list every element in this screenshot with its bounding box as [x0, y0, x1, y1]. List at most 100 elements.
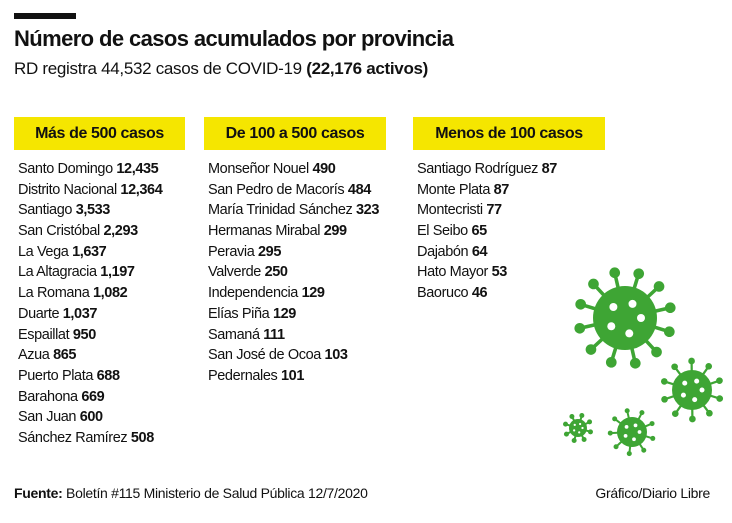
source-note: Fuente: Boletín #115 Ministerio de Salud… — [14, 485, 368, 501]
case-count: 53 — [491, 264, 508, 281]
province-item: Valverde 250 — [208, 262, 386, 283]
group-less-100: Menos de 100 casos Santiago Rodríguez 87… — [413, 117, 605, 304]
case-count: 3,533 — [75, 202, 111, 219]
province-item: Hermanas Mirabal 299 — [208, 221, 386, 242]
province-item: Pedernales 101 — [208, 366, 386, 387]
virus-icon — [574, 267, 676, 369]
province-item: La Altagracia 1,197 — [18, 262, 185, 283]
province-list: Santiago Rodríguez 87 Monte Plata 87 Monte… — [417, 159, 605, 304]
province-name: Dajabón — [417, 243, 469, 260]
province-item: Barahona 669 — [18, 387, 185, 408]
case-count: 129 — [272, 305, 296, 322]
case-count: 490 — [312, 161, 336, 177]
province-item: Independencia 129 — [208, 283, 386, 304]
province-item: Espaillat 950 — [18, 325, 185, 346]
province-name: San José de Ocoa — [208, 347, 321, 364]
province-name: Duarte — [18, 305, 60, 322]
province-item: La Vega 1,637 — [18, 242, 185, 263]
top-accent-bar — [14, 13, 76, 19]
province-name: Barahona — [18, 388, 78, 405]
province-list: Monseñor Nouel 490 San Pedro de Macorís 4… — [208, 159, 386, 387]
province-item: San Juan 600 — [18, 407, 185, 428]
virus-icon — [607, 408, 656, 457]
province-name: Baoruco — [417, 285, 469, 302]
province-item: El Seibo 65 — [417, 221, 605, 242]
province-name: Hermanas Mirabal — [208, 223, 321, 240]
province-name: San Cristóbal — [18, 223, 100, 240]
case-count: 2,293 — [103, 223, 138, 240]
province-item: María Trinidad Sánchez 323 — [208, 200, 386, 221]
case-count: 87 — [541, 161, 558, 177]
province-item: Dajabón 64 — [417, 242, 605, 263]
province-item: Santo Domingo 12,435 — [18, 159, 185, 180]
page-title: Número de casos acumulados por provincia — [14, 26, 454, 51]
province-item: Duarte 1,037 — [18, 304, 185, 325]
case-count: 65 — [471, 223, 487, 240]
province-item: San Cristóbal 2,293 — [18, 221, 185, 242]
province-item: Sánchez Ramírez 508 — [18, 428, 185, 449]
province-name: Azua — [18, 347, 50, 364]
case-count: 129 — [301, 285, 325, 302]
province-name: La Romana — [18, 285, 90, 302]
case-count: 111 — [263, 326, 285, 343]
group-more-500: Más de 500 casos Santo Domingo 12,435 Dis… — [14, 117, 185, 449]
case-count: 600 — [79, 409, 103, 426]
subtitle-text: RD registra 44,532 casos de COVID-19 — [14, 59, 302, 78]
province-name: Santiago — [18, 202, 73, 219]
virus-illustration — [563, 267, 724, 457]
province-item: Monte Plata 87 — [417, 180, 605, 201]
province-name: La Vega — [18, 243, 69, 260]
subtitle: RD registra 44,532 casos de COVID-19 (22… — [14, 59, 428, 79]
province-name: Distrito Nacional — [18, 181, 117, 198]
case-count: 950 — [72, 326, 96, 343]
province-item: Baoruco 46 — [417, 283, 605, 304]
province-name: La Altagracia — [18, 264, 97, 281]
case-count: 46 — [471, 285, 488, 302]
province-item: Monseñor Nouel 490 — [208, 159, 386, 180]
province-item: Santiago 3,533 — [18, 200, 185, 221]
virus-icon — [660, 357, 724, 423]
province-name: San Pedro de Macorís — [208, 181, 345, 198]
group-header: Menos de 100 casos — [413, 117, 605, 150]
case-count: 865 — [53, 347, 77, 364]
province-list: Santo Domingo 12,435 Distrito Nacional 12… — [18, 159, 185, 449]
case-count: 101 — [281, 367, 304, 384]
province-name: María Trinidad Sánchez — [208, 202, 353, 219]
province-item: Santiago Rodríguez 87 — [417, 159, 605, 180]
case-count: 1,197 — [100, 264, 135, 281]
case-count: 295 — [258, 243, 282, 260]
province-name: Independencia — [208, 285, 298, 302]
case-count: 299 — [323, 223, 347, 240]
case-count: 688 — [96, 367, 120, 384]
province-name: Valverde — [208, 264, 261, 281]
case-count: 103 — [324, 347, 348, 364]
province-item: Samaná 111 — [208, 325, 386, 346]
source-label: Fuente: — [14, 485, 63, 501]
credit: Gráfico/Diario Libre — [595, 485, 710, 501]
province-name: Monseñor Nouel — [208, 161, 309, 177]
case-count: 484 — [347, 181, 371, 198]
virus-icon — [563, 413, 593, 443]
province-name: Samaná — [208, 326, 260, 343]
province-name: Montecristi — [417, 202, 483, 219]
source-text: Boletín #115 Ministerio de Salud Pública… — [66, 485, 368, 501]
province-name: Elías Piña — [208, 305, 270, 322]
case-count: 77 — [486, 202, 502, 219]
province-item: Puerto Plata 688 — [18, 366, 185, 387]
province-item: Montecristi 77 — [417, 200, 605, 221]
province-item: Azua 865 — [18, 345, 185, 366]
case-count: 669 — [81, 388, 105, 405]
province-item: San Pedro de Macorís 484 — [208, 180, 386, 201]
group-header: Más de 500 casos — [14, 117, 185, 150]
case-count: 12,435 — [116, 161, 159, 177]
case-count: 12,364 — [120, 181, 163, 198]
case-count: 508 — [130, 429, 154, 446]
case-count: 250 — [264, 264, 288, 281]
province-name: Sánchez Ramírez — [18, 429, 128, 446]
province-name: Espaillat — [18, 326, 70, 343]
province-item: Distrito Nacional 12,364 — [18, 180, 185, 201]
province-name: Santiago Rodríguez — [417, 161, 538, 177]
case-count: 323 — [355, 202, 379, 219]
province-name: Hato Mayor — [417, 264, 488, 281]
